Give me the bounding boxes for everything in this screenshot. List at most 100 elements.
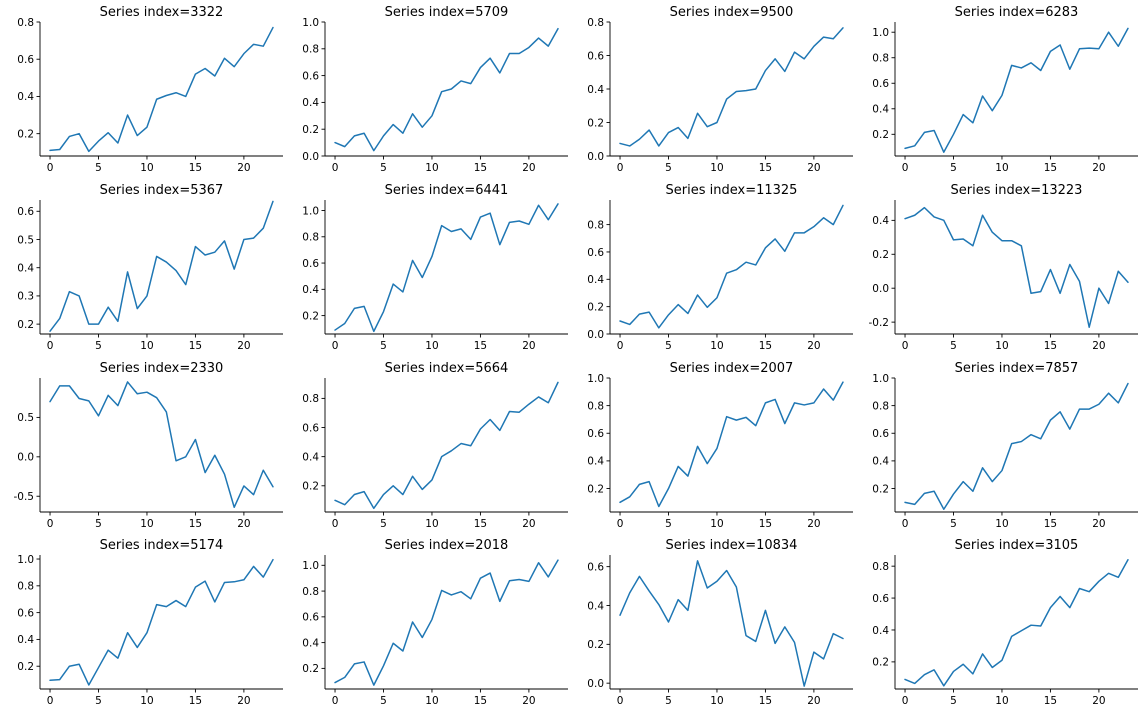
x-tick-label: 10: [995, 340, 1008, 352]
x-tick-label: 5: [380, 695, 387, 707]
y-tick-label: 0.6: [17, 206, 34, 218]
x-tick-label: 0: [902, 695, 909, 707]
x-tick-label: 15: [759, 518, 772, 530]
x-tick-label: 10: [425, 340, 438, 352]
subplot-10: Series index=5664 0.2 0.4 0.6 0.8 0 5 10 15 20: [302, 361, 568, 530]
x-tick-label: 5: [95, 340, 102, 352]
y-tick-label: 0.6: [587, 561, 604, 573]
subplot-5: Series index=5367 0.2 0.3 0.4 0.5 0.6 0 5 10 15 20: [17, 183, 283, 352]
subplot-title: Series index=3105: [955, 538, 1079, 553]
y-tick-label: 0.2: [872, 483, 889, 495]
x-tick-label: 20: [1092, 695, 1105, 707]
subplot-1: Series index=3322 0.2 0.4 0.6 0.8 0 5 10 15 20: [17, 5, 283, 174]
y-tick-label: 1.0: [872, 373, 889, 385]
x-tick-label: 10: [710, 162, 723, 174]
x-tick-label: 10: [710, 340, 723, 352]
x-tick-label: 5: [95, 518, 102, 530]
y-tick-label: 0.4: [17, 634, 34, 646]
x-tick-label: 15: [1044, 518, 1057, 530]
y-tick-label: 1.0: [587, 373, 604, 385]
series-line: [49, 558, 274, 686]
subplot-14: Series index=2018 0.2 0.4 0.6 0.8 1.0 0 5 10 15 20: [302, 538, 568, 707]
subplot-2: Series index=5709 0.0 0.2 0.4 0.6 0.8 1.0 0 5 10 1…: [302, 5, 568, 174]
y-tick-label: 0.5: [17, 234, 34, 246]
series-line: [619, 204, 844, 329]
x-tick-label: 5: [665, 162, 672, 174]
subplot-12: Series index=7857 0.2 0.4 0.6 0.8 1.0 0 5 10 15 20: [872, 361, 1138, 530]
x-tick-label: 15: [1044, 695, 1057, 707]
y-tick-label: 0.0: [587, 329, 604, 341]
y-tick-label: 0.8: [587, 17, 604, 29]
subplot-13: Series index=5174 0.2 0.4 0.6 0.8 1.0 0 5 10 15 20: [17, 538, 283, 707]
series-line: [619, 27, 844, 147]
y-tick-label: 0.0: [872, 283, 889, 295]
y-tick-label: 0.4: [872, 104, 889, 116]
y-tick-label: 0.6: [302, 258, 319, 270]
y-tick-label: 0.6: [302, 422, 319, 434]
x-tick-label: 5: [95, 695, 102, 707]
y-tick-label: 0.8: [17, 17, 34, 29]
y-tick-label: 0.8: [587, 400, 604, 412]
x-tick-label: 10: [710, 695, 723, 707]
subplot-9: Series index=2330 -0.5 0.0 0.5 0 5 10 15 20: [14, 361, 283, 530]
y-tick-label: 0.4: [872, 456, 889, 468]
x-tick-label: 20: [1092, 162, 1105, 174]
subplot-6: Series index=6441 0.2 0.4 0.6 0.8 1.0 0 5 10 15 20: [302, 183, 568, 352]
y-tick-label: -0.2: [869, 317, 890, 329]
x-tick-label: 10: [710, 518, 723, 530]
series-line: [904, 206, 1129, 328]
x-tick-label: 10: [425, 518, 438, 530]
subplot-title: Series index=5709: [385, 5, 509, 20]
x-tick-label: 20: [807, 518, 820, 530]
x-tick-label: 0: [332, 340, 339, 352]
x-tick-label: 10: [140, 340, 153, 352]
y-tick-label: 0.4: [587, 84, 604, 96]
subplot-3: Series index=9500 0.0 0.2 0.4 0.6 0.8 0 5 10 15 20: [587, 5, 853, 174]
y-tick-label: 1.0: [17, 554, 34, 566]
y-tick-label: 0.4: [587, 600, 604, 612]
y-tick-label: 0.4: [302, 451, 319, 463]
y-tick-label: 0.0: [302, 151, 319, 163]
x-tick-label: 15: [759, 695, 772, 707]
y-tick-label: 0.4: [872, 625, 889, 637]
y-tick-label: 0.4: [302, 637, 319, 649]
x-tick-label: 20: [1092, 518, 1105, 530]
x-tick-label: 5: [950, 518, 957, 530]
subplot-title: Series index=3322: [100, 5, 224, 20]
x-tick-label: 15: [189, 162, 202, 174]
y-tick-label: 0.6: [587, 50, 604, 62]
x-tick-label: 10: [425, 695, 438, 707]
y-tick-label: 1.0: [302, 560, 319, 572]
x-tick-label: 10: [140, 518, 153, 530]
y-tick-label: 0.2: [587, 117, 604, 129]
series-line: [49, 26, 274, 153]
y-tick-label: 1.0: [872, 27, 889, 39]
y-tick-label: 0.8: [302, 232, 319, 244]
x-tick-label: 5: [950, 695, 957, 707]
x-tick-label: 0: [47, 340, 54, 352]
y-tick-label: 0.0: [587, 151, 604, 163]
y-tick-label: 0.0: [587, 678, 604, 690]
x-tick-label: 0: [332, 162, 339, 174]
y-tick-label: 0.4: [872, 215, 889, 227]
x-tick-label: 15: [1044, 340, 1057, 352]
x-tick-label: 15: [189, 695, 202, 707]
x-tick-label: 0: [617, 340, 624, 352]
x-tick-label: 15: [189, 518, 202, 530]
x-tick-label: 0: [902, 518, 909, 530]
subplot-title: Series index=2018: [385, 538, 509, 553]
y-tick-label: 0.8: [17, 581, 34, 593]
y-tick-label: 0.8: [302, 393, 319, 405]
x-tick-label: 20: [1092, 340, 1105, 352]
y-tick-label: 1.0: [302, 17, 319, 29]
series-line: [334, 381, 559, 510]
y-tick-label: 0.6: [587, 247, 604, 259]
subplot-title: Series index=7857: [955, 361, 1079, 376]
x-tick-label: 20: [237, 695, 250, 707]
x-tick-label: 20: [522, 695, 535, 707]
y-tick-label: 0.3: [17, 291, 34, 303]
subplot-title: Series index=10834: [666, 538, 798, 553]
y-tick-label: 0.2: [302, 481, 319, 493]
x-tick-label: 0: [47, 162, 54, 174]
